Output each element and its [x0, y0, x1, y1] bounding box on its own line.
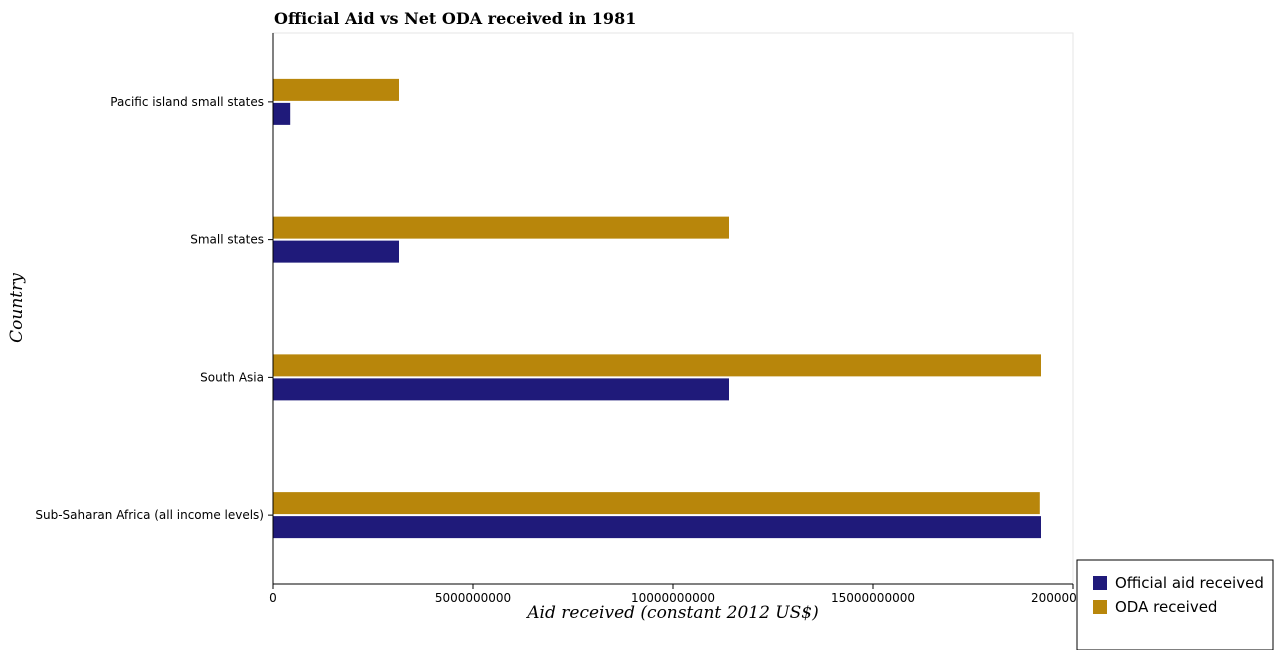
bars	[273, 78, 1041, 539]
category-label: South Asia	[200, 370, 264, 384]
category-label: Small states	[190, 233, 264, 247]
x-tick-label: 5000000000	[435, 591, 511, 605]
x-tick-label: 10000000000	[631, 591, 715, 605]
category-labels: Pacific island small states Small states S…	[35, 95, 273, 522]
legend: Official aid received ODA received	[1076, 559, 1274, 650]
bar-oda-2	[273, 354, 1041, 377]
y-axis-label: Country	[7, 273, 27, 343]
x-tick-label: 0	[269, 591, 277, 605]
category-label: Sub-Saharan Africa (all income levels)	[35, 508, 264, 522]
x-axis-label: Aid received (constant 2012 US$)	[525, 603, 818, 623]
bar-official-aid-1	[273, 240, 399, 263]
x-ticks: 0 5000000000 10000000000 15000000000 2000000…	[269, 584, 1115, 605]
category-label: Pacific island small states	[110, 95, 264, 109]
legend-swatch	[1093, 600, 1107, 614]
chart-title: Official Aid vs Net ODA received in 1981	[274, 9, 636, 28]
bar-official-aid-3	[273, 516, 1041, 539]
legend-label: ODA received	[1115, 598, 1217, 616]
bar-oda-1	[273, 216, 729, 239]
legend-label: Official aid received	[1115, 574, 1264, 592]
legend-swatch	[1093, 576, 1107, 590]
bar-official-aid-0	[273, 102, 291, 125]
bar-oda-0	[273, 78, 399, 101]
legend-box	[1076, 559, 1274, 650]
bar-official-aid-2	[273, 378, 729, 401]
bar-oda-3	[273, 492, 1040, 515]
x-tick-label: 15000000000	[831, 591, 915, 605]
